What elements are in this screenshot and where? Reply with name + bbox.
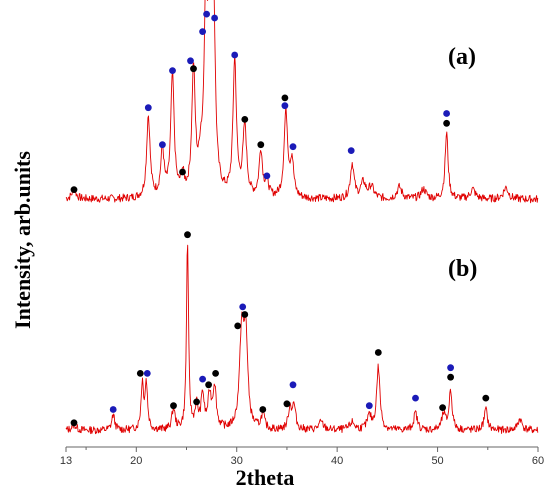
trace-b — [65, 244, 539, 435]
marker-black-b-10 — [234, 322, 242, 330]
marker-blue-b-18 — [412, 394, 419, 402]
x-tick-label-50: 50 — [431, 455, 443, 467]
x-tick-label-13: 13 — [60, 455, 72, 467]
x-tick-label-60: 60 — [532, 455, 544, 467]
marker-black-a-6 — [190, 65, 197, 73]
marker-black-b-4 — [170, 402, 177, 410]
marker-black-b-14 — [283, 400, 291, 408]
marker-blue-b-11 — [239, 303, 247, 311]
marker-black-b-13 — [259, 406, 267, 413]
marker-blue-a-17 — [347, 147, 355, 155]
marker-black-a-19 — [443, 119, 450, 127]
marker-black-b-5 — [184, 231, 191, 239]
marker-blue-b-15 — [289, 381, 297, 389]
marker-black-b-17 — [374, 349, 382, 356]
panel-b: (b) — [65, 231, 539, 435]
marker-black-b-22 — [482, 394, 490, 402]
marker-black-b-6 — [193, 398, 201, 406]
x-axis-label: 2theta — [236, 465, 295, 490]
marker-blue-a-8 — [203, 10, 211, 18]
marker-blue-a-5 — [187, 57, 194, 65]
marker-blue-a-18 — [443, 110, 450, 117]
marker-black-b-19 — [439, 404, 446, 411]
marker-blue-b-20 — [447, 364, 454, 372]
marker-blue-a-7 — [199, 28, 207, 35]
y-axis-label: Intensity, arb.units — [10, 151, 35, 329]
x-axis: 13 20 30 40 50 60 — [60, 446, 544, 467]
marker-blue-a-15 — [281, 102, 289, 110]
marker-blue-b-3 — [143, 370, 151, 377]
marker-blue-a-10 — [231, 51, 239, 59]
marker-black-a-12 — [257, 141, 265, 149]
marker-black-b-0 — [70, 419, 78, 427]
marker-blue-a-9 — [211, 14, 219, 22]
marker-black-b-12 — [241, 311, 249, 318]
marker-blue-b-1 — [109, 406, 117, 413]
panel-label-a: (a) — [448, 44, 476, 70]
panel-a: (a) — [65, 0, 539, 204]
marker-blue-a-1 — [144, 104, 152, 112]
marker-black-b-2 — [136, 370, 144, 377]
marker-blue-b-16 — [365, 402, 373, 410]
marker-blue-a-16 — [289, 143, 297, 151]
marker-blue-b-7 — [199, 375, 207, 383]
marker-black-a-0 — [70, 186, 78, 194]
marker-black-b-8 — [205, 381, 213, 389]
marker-blue-a-2 — [159, 141, 166, 149]
markers-a — [70, 10, 450, 194]
marker-black-a-11 — [241, 116, 249, 123]
x-tick-label-40: 40 — [331, 455, 343, 467]
trace-a — [65, 0, 539, 204]
marker-black-b-21 — [447, 373, 454, 381]
x-tick-label-20: 20 — [130, 455, 142, 467]
marker-black-a-4 — [179, 168, 186, 176]
marker-black-b-9 — [212, 370, 220, 377]
markers-b — [70, 231, 490, 427]
panel-label-b: (b) — [448, 256, 477, 282]
x-ticks: 13 20 30 40 50 60 — [60, 447, 544, 467]
marker-black-a-14 — [281, 94, 289, 102]
marker-blue-a-13 — [263, 172, 271, 180]
x-tick-label-30: 30 — [231, 455, 243, 467]
marker-blue-a-3 — [169, 67, 176, 74]
